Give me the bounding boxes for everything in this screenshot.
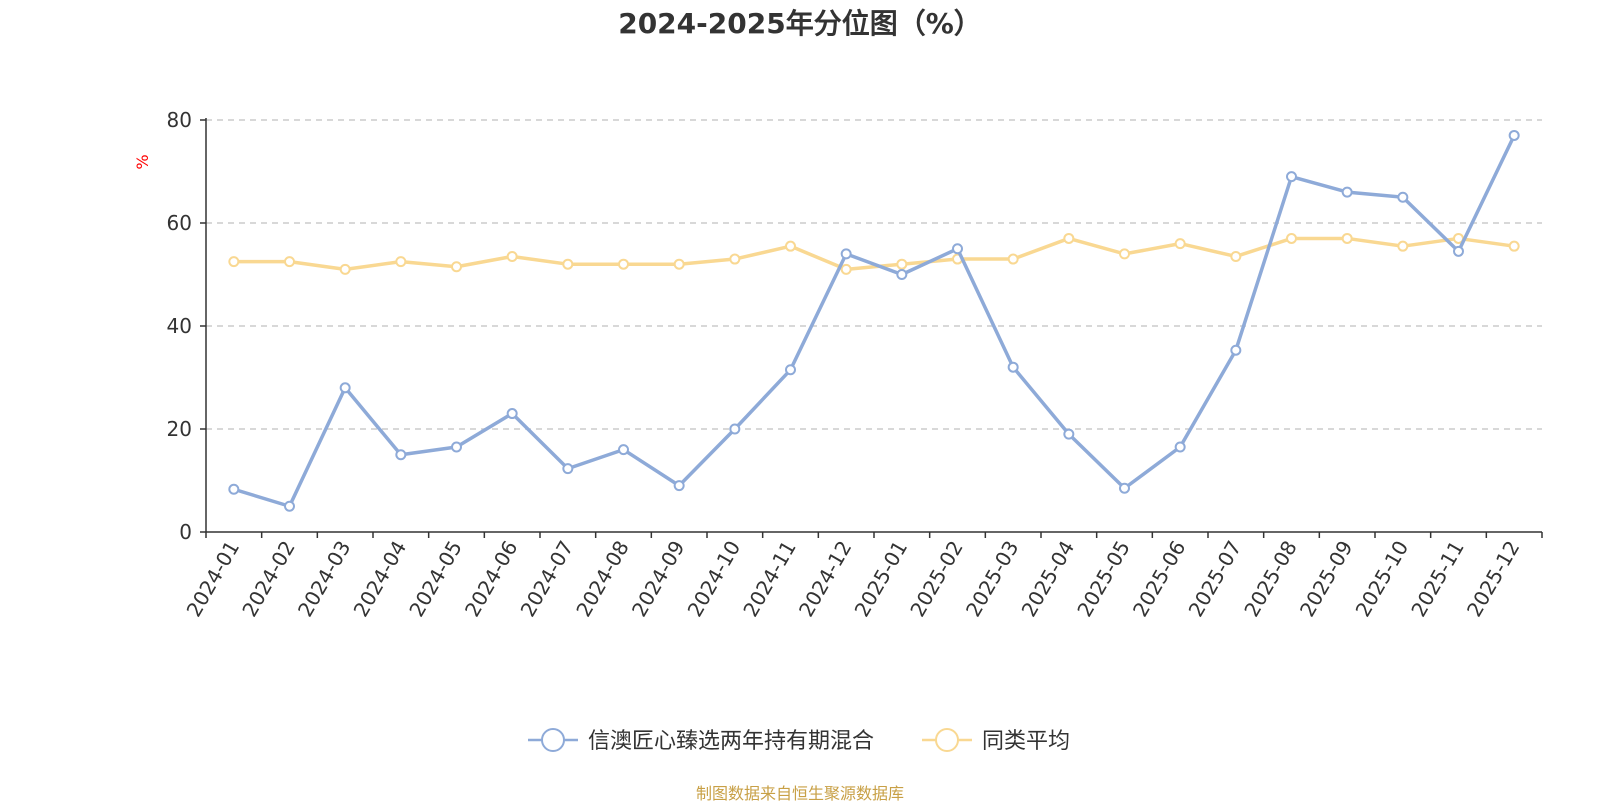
data-point	[673, 258, 685, 270]
series-lines	[228, 129, 1520, 512]
data-point	[339, 382, 351, 394]
data-point	[451, 261, 462, 273]
data-point	[228, 256, 240, 268]
data-point	[1286, 232, 1297, 244]
x-tick-label: 2024-03	[293, 537, 356, 621]
x-tick-label: 2024-10	[683, 537, 746, 621]
x-tick-label: 2024-02	[237, 537, 300, 621]
data-point	[1508, 129, 1520, 141]
data-point	[896, 269, 908, 280]
data-point	[1119, 482, 1130, 494]
y-tick-label: 80	[167, 108, 192, 132]
x-tick-label: 2025-01	[850, 537, 913, 621]
data-point	[284, 256, 295, 268]
data-point	[1397, 240, 1409, 252]
series-line	[233, 134, 1516, 508]
data-point	[1174, 238, 1186, 250]
grid-lines	[206, 119, 1542, 430]
data-point	[395, 256, 407, 268]
legend-label: 信澳匠心臻选两年持有期混合	[588, 729, 874, 754]
data-point	[284, 500, 295, 512]
data-point	[785, 240, 796, 252]
x-tick-label: 2024-08	[571, 537, 634, 621]
x-tick-label: 2025-03	[961, 537, 1024, 621]
x-tick-label: 2024-11	[738, 537, 801, 621]
data-point	[562, 463, 574, 475]
data-point	[228, 483, 240, 495]
data-point	[506, 250, 518, 262]
x-tick-label: 2025-04	[1017, 537, 1080, 621]
data-point	[785, 364, 796, 376]
data-point	[1063, 428, 1075, 440]
legend-marker	[541, 728, 565, 752]
data-point	[1007, 253, 1019, 265]
data-point	[840, 263, 852, 275]
data-point	[1286, 171, 1297, 183]
x-tick-label: 2025-11	[1406, 537, 1469, 621]
x-tick-label: 2025-08	[1239, 537, 1302, 621]
x-tick-label: 2024-09	[627, 537, 690, 621]
data-point	[1230, 344, 1242, 356]
data-point	[395, 449, 407, 461]
y-axis-label: %	[133, 154, 152, 169]
data-point	[952, 243, 963, 255]
data-point	[618, 444, 629, 456]
series-line	[233, 236, 1515, 272]
source-note: 制图数据来自恒生聚源数据库	[695, 784, 904, 803]
data-point	[506, 408, 518, 420]
data-point	[729, 423, 741, 435]
data-point	[1341, 232, 1353, 244]
x-tick-label: 2025-06	[1128, 537, 1191, 621]
chart-title: 2024-2025年分位图（%）	[618, 7, 982, 40]
data-point	[1397, 191, 1409, 203]
data-point	[1508, 240, 1520, 252]
x-tick-label: 2024-04	[349, 537, 412, 621]
x-tick-label: 2025-12	[1462, 537, 1525, 621]
data-point	[1453, 245, 1464, 257]
x-tick-label: 2025-07	[1184, 537, 1247, 621]
x-tick-label: 2024-01	[182, 537, 245, 621]
data-point	[451, 441, 462, 453]
data-point	[1119, 248, 1130, 260]
axes: 020406080%2024-012024-022024-032024-0420…	[133, 108, 1543, 621]
x-tick-label: 2025-09	[1295, 537, 1358, 621]
y-tick-label: 40	[167, 314, 192, 338]
data-point	[562, 258, 574, 270]
y-tick-label: 20	[167, 417, 192, 441]
x-tick-label: 2024-05	[404, 537, 467, 621]
x-tick-label: 2024-07	[516, 537, 579, 621]
data-point	[618, 258, 629, 270]
data-point	[1007, 361, 1019, 373]
x-tick-label: 2025-02	[905, 537, 968, 621]
data-point	[840, 248, 852, 260]
data-point	[896, 258, 908, 270]
data-point	[1230, 250, 1242, 262]
x-tick-label: 2024-12	[794, 537, 857, 621]
data-point	[339, 263, 351, 275]
x-tick-label: 2025-05	[1072, 537, 1135, 621]
y-tick-label: 60	[167, 211, 192, 235]
x-tick-label: 2025-10	[1351, 537, 1414, 621]
y-tick-label: 0	[179, 520, 192, 544]
data-point	[1063, 232, 1075, 244]
x-tick-label: 2024-06	[460, 537, 523, 621]
legend-marker	[935, 728, 959, 752]
data-point	[673, 480, 685, 492]
legend: 信澳匠心臻选两年持有期混合 同类平均	[528, 728, 1070, 754]
legend-label: 同类平均	[982, 729, 1070, 754]
data-point	[1341, 186, 1353, 198]
data-point	[1174, 441, 1186, 453]
data-point	[729, 253, 741, 265]
